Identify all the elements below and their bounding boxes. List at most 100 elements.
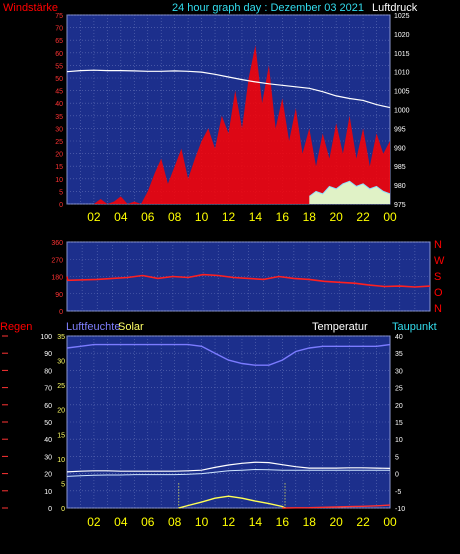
hour-tick-label: 16 — [276, 210, 290, 224]
wind-tick-label: 0 — [59, 202, 63, 209]
pressure-tick-label: 975 — [394, 202, 406, 209]
temperature-tick-label: 5 — [395, 454, 399, 461]
humidity-tick-label: 30 — [44, 454, 52, 461]
wind-tick-label: 10 — [55, 177, 63, 184]
humidity-tick-label: 10 — [44, 489, 52, 496]
humidity-tick-label: 20 — [44, 472, 52, 479]
compass-label: W — [434, 255, 445, 267]
wind-mean-series-line — [309, 180, 391, 197]
pressure-tick-label: 1010 — [394, 70, 410, 77]
direction-tick-label: 0 — [59, 309, 63, 316]
hour-tick-label: 10 — [195, 210, 209, 224]
hour-tick-label: 06 — [141, 515, 155, 529]
temperature-tick-label: 25 — [395, 386, 403, 393]
humidity-axis-title: Luftfeuchte — [66, 321, 120, 333]
hour-tick-label: 08 — [168, 210, 182, 224]
humidity-tick-label: 50 — [44, 420, 52, 427]
hour-tick-label: 18 — [303, 515, 317, 529]
pressure-tick-label: 995 — [394, 126, 406, 133]
pressure-tick-label: 985 — [394, 164, 406, 171]
hour-tick-label: 06 — [141, 210, 155, 224]
wind-tick-label: 20 — [55, 152, 63, 159]
temperature-tick-label: 0 — [395, 472, 399, 479]
solar-tick-label: 15 — [57, 432, 65, 439]
wind-tick-label: 15 — [55, 164, 63, 171]
solar-axis-title: Solar — [118, 321, 144, 333]
wind-tick-label: 75 — [55, 13, 63, 20]
wind-axis-title: Windstärke — [3, 2, 58, 14]
hour-tick-label: 04 — [114, 515, 128, 529]
solar-series — [178, 495, 286, 509]
hour-tick-label: 02 — [87, 210, 101, 224]
pressure-tick-label: 1000 — [394, 108, 410, 115]
direction-tick-label: 270 — [51, 257, 63, 264]
temperature-tick-label: 20 — [395, 403, 403, 410]
compass-label: N — [434, 303, 442, 315]
temperature-tick-label: 10 — [395, 437, 403, 444]
humidity-tick-label: 80 — [44, 368, 52, 375]
hour-tick-label: 16 — [276, 515, 290, 529]
wind-direction-series — [66, 273, 431, 288]
wind-tick-label: 25 — [55, 139, 63, 146]
direction-tick-label: 360 — [51, 240, 63, 247]
humidity-tick-label: 40 — [44, 437, 52, 444]
rain-series — [282, 504, 391, 509]
temperature-tick-label: 40 — [395, 334, 403, 341]
solar-tick-label: 5 — [61, 481, 65, 488]
wind-tick-label: 45 — [55, 89, 63, 96]
pressure-tick-label: 1025 — [394, 13, 410, 20]
solar-tick-label: 25 — [57, 383, 65, 390]
wind-tick-label: 60 — [55, 51, 63, 58]
solar-tick-label: 20 — [57, 408, 65, 415]
humidity-temperature-plot-area — [66, 335, 391, 509]
rain-axis-title: Regen — [0, 321, 32, 333]
compass-label: N — [434, 239, 442, 251]
hour-tick-label: 18 — [303, 210, 317, 224]
compass-label: S — [434, 271, 441, 283]
wind-tick-label: 50 — [55, 76, 63, 83]
pressure-tick-label: 1020 — [394, 32, 410, 39]
hour-tick-label: 00 — [383, 210, 397, 224]
solar-tick-label: 30 — [57, 359, 65, 366]
dewpoint-series — [66, 468, 390, 477]
temperature-tick-label: -5 — [395, 489, 401, 496]
solar-tick-label: 0 — [61, 506, 65, 513]
wind-tick-label: 65 — [55, 38, 63, 45]
wind-tick-label: 55 — [55, 63, 63, 70]
hour-tick-label: 02 — [87, 515, 101, 529]
temperature-series — [66, 461, 391, 473]
hour-tick-label: 12 — [222, 210, 236, 224]
pressure-axis-title: Luftdruck — [372, 2, 418, 14]
temperature-tick-label: -10 — [395, 506, 405, 513]
temperature-axis-title: Temperatur — [312, 321, 368, 333]
hour-tick-label: 14 — [249, 515, 263, 529]
wind-tick-label: 30 — [55, 126, 63, 133]
hour-tick-label: 08 — [168, 515, 182, 529]
temperature-tick-label: 15 — [395, 420, 403, 427]
hour-tick-label: 14 — [249, 210, 263, 224]
hour-tick-label: 10 — [195, 515, 209, 529]
hour-tick-label: 22 — [356, 515, 370, 529]
humidity-tick-label: 100 — [40, 334, 52, 341]
dewpoint-axis-title: Taupunkt — [392, 321, 437, 333]
hour-tick-label: 20 — [329, 515, 343, 529]
hour-tick-label: 12 — [222, 515, 236, 529]
wind-tick-label: 35 — [55, 114, 63, 121]
hour-tick-label: 04 — [114, 210, 128, 224]
humidity-tick-label: 70 — [44, 386, 52, 393]
direction-tick-label: 90 — [55, 292, 63, 299]
solar-tick-label: 35 — [57, 334, 65, 341]
humidity-series — [66, 343, 391, 366]
hour-tick-label: 00 — [383, 515, 397, 529]
temperature-tick-label: 30 — [395, 368, 403, 375]
hour-tick-label: 20 — [329, 210, 343, 224]
hour-tick-label: 22 — [356, 210, 370, 224]
pressure-tick-label: 1005 — [394, 89, 410, 96]
pressure-series — [66, 69, 391, 109]
wind-tick-label: 5 — [59, 189, 63, 196]
wind-tick-label: 70 — [55, 26, 63, 33]
compass-label: O — [434, 287, 443, 299]
humidity-tick-label: 90 — [44, 351, 52, 358]
solar-tick-label: 10 — [57, 457, 65, 464]
